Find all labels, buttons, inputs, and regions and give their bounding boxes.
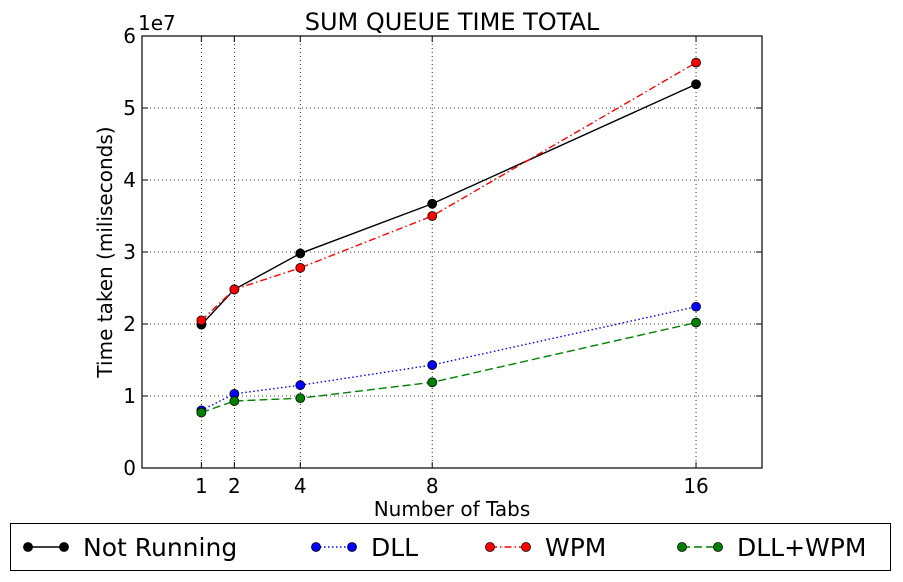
data-point-dll [691, 301, 701, 312]
series-line-dll [201, 306, 697, 412]
x-axis-label: Number of Tabs [374, 497, 531, 520]
legend-item-dll: DLL [311, 524, 418, 570]
data-point-dll-wpm [295, 393, 306, 404]
y-tick-label: 4 [123, 168, 136, 192]
series-dll [196, 301, 701, 416]
x-tick-label: 1 [195, 474, 208, 498]
series-not-running [196, 79, 701, 330]
data-point-not-running [691, 79, 701, 90]
legend-swatch-dll-wpm [677, 542, 723, 552]
series-line-not-running [200, 83, 697, 326]
legend-swatch-wpm [485, 542, 531, 552]
legend-swatch-dll [311, 542, 357, 552]
y-offset-label: 1e7 [138, 11, 176, 35]
series-line-dll-wpm [201, 321, 697, 414]
data-point-dll-wpm [691, 317, 701, 328]
data-point-dll-wpm [196, 407, 207, 418]
data-point-wpm [229, 284, 240, 295]
legend-label-dll-wpm: DLL+WPM [737, 532, 867, 562]
data-point-dll [427, 360, 438, 370]
data-point-wpm [691, 57, 701, 68]
y-axis-label: Time taken (miliseconds) [93, 126, 117, 378]
y-tick-label: 5 [123, 96, 136, 120]
x-tick-label: 16 [683, 474, 708, 498]
x-tick-label: 4 [294, 474, 307, 498]
legend: Not Running DLL WPM DLL+WPM [10, 523, 891, 571]
legend-label-dll: DLL [371, 532, 419, 562]
data-point-wpm [427, 211, 438, 221]
chart-title: SUM QUEUE TIME TOTAL [305, 8, 600, 36]
data-point-dll [295, 380, 306, 391]
data-point-dll-wpm [427, 377, 438, 388]
data-point-wpm [295, 262, 306, 273]
data-point-dll-wpm [229, 396, 240, 406]
legend-label-not-running: Not Running [83, 532, 238, 562]
y-tick-label: 3 [123, 240, 136, 264]
y-tick-label: 6 [123, 24, 136, 48]
data-point-not-running [427, 198, 438, 209]
data-point-not-running [295, 248, 306, 259]
y-tick-label: 1 [123, 384, 136, 408]
series-dll-wpm [196, 317, 701, 418]
data-point-wpm [196, 315, 207, 326]
legend-item-wpm: WPM [485, 524, 606, 570]
series-wpm [196, 57, 701, 326]
y-tick-label: 0 [123, 456, 136, 480]
x-tick-label: 8 [426, 474, 439, 498]
grid [142, 36, 762, 468]
legend-swatch-not-running [23, 542, 69, 552]
legend-item-not-running: Not Running [23, 524, 237, 570]
x-tick-label: 2 [228, 474, 241, 498]
y-tick-label: 2 [123, 312, 136, 336]
legend-item-dll-wpm: DLL+WPM [677, 524, 866, 570]
series-group [196, 57, 701, 418]
series-line-wpm [200, 62, 697, 321]
legend-label-wpm: WPM [545, 532, 607, 562]
